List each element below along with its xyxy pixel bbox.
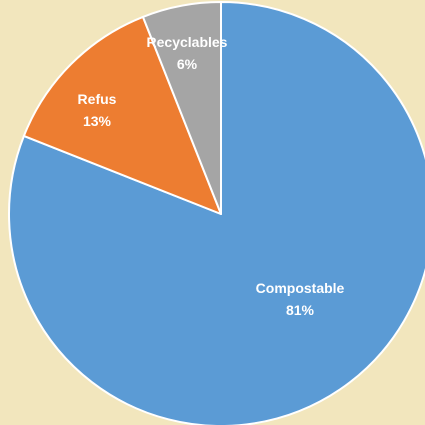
- slice-label-recyclables: Recyclables: [147, 34, 228, 50]
- slice-value-recyclables: 6%: [177, 56, 198, 72]
- slice-value-compostable: 81%: [286, 302, 315, 318]
- slice-label-refus: Refus: [78, 91, 117, 107]
- slice-value-refus: 13%: [83, 113, 112, 129]
- pie-slice-refus: [22, 15, 222, 215]
- slice-label-compostable: Compostable: [256, 280, 345, 296]
- pie-slice-recyclables: [141, 1, 222, 215]
